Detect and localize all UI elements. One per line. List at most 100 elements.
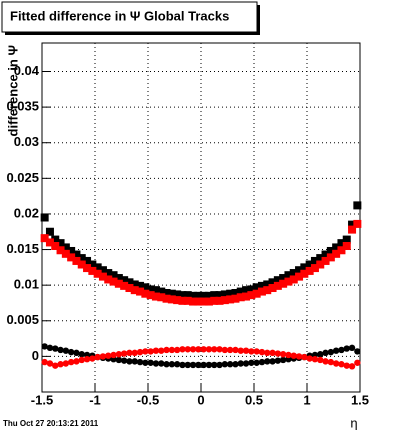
point: [343, 362, 350, 369]
point: [72, 250, 81, 259]
point: [327, 348, 335, 356]
point: [179, 346, 186, 353]
x-tick-label: -1: [89, 392, 101, 407]
point: [40, 234, 49, 243]
point: [93, 263, 102, 272]
point: [56, 239, 65, 248]
point: [322, 349, 329, 357]
point: [326, 253, 335, 262]
point: [242, 286, 251, 295]
point: [317, 351, 324, 358]
point: [183, 291, 192, 300]
point: [232, 346, 239, 354]
point: [226, 361, 234, 368]
point: [56, 246, 65, 255]
y-axis-label: difference in Ψ: [5, 45, 20, 136]
point: [264, 358, 271, 365]
point: [45, 238, 54, 247]
point: [216, 346, 223, 353]
point: [342, 241, 351, 250]
point: [305, 266, 314, 275]
point: [115, 351, 123, 358]
y-tick-label: 0.015: [6, 241, 39, 256]
point: [199, 297, 208, 306]
point: [173, 346, 181, 354]
point: [163, 346, 170, 354]
point: [72, 256, 81, 265]
point: [109, 271, 118, 280]
point: [151, 286, 160, 295]
point: [200, 361, 207, 369]
point: [194, 291, 203, 300]
point: [199, 291, 208, 300]
point: [114, 274, 123, 283]
y-tick-label: 0.03: [14, 134, 39, 149]
point: [263, 280, 272, 289]
point: [167, 289, 176, 298]
point: [226, 289, 235, 298]
point: [242, 292, 251, 301]
point: [221, 361, 229, 368]
point: [200, 346, 207, 353]
point: [253, 348, 260, 355]
point: [45, 227, 54, 236]
point: [67, 246, 76, 255]
point: [62, 347, 70, 354]
point: [300, 263, 309, 272]
point: [73, 358, 80, 365]
point: [147, 359, 154, 366]
point: [295, 272, 304, 281]
point: [253, 359, 260, 366]
point: [300, 269, 309, 278]
point: [343, 345, 350, 352]
point: [220, 296, 229, 305]
point: [158, 347, 165, 354]
point: [195, 346, 202, 353]
point: [205, 361, 213, 369]
point: [279, 356, 287, 364]
y-tick-label: 0.01: [14, 277, 39, 292]
point: [105, 352, 112, 359]
point: [130, 280, 139, 289]
point: [242, 347, 250, 354]
point: [322, 358, 329, 365]
point: [310, 264, 319, 273]
point: [89, 355, 96, 362]
point: [321, 250, 330, 259]
point: [173, 361, 181, 368]
point: [316, 254, 325, 263]
point: [316, 260, 325, 269]
point: [317, 356, 324, 364]
point: [147, 348, 154, 355]
point: [332, 347, 340, 354]
point: [109, 277, 118, 286]
point: [338, 346, 345, 354]
point: [348, 363, 356, 370]
point: [78, 351, 85, 358]
point: [274, 350, 282, 357]
point: [52, 362, 59, 369]
point: [338, 361, 345, 368]
point: [40, 213, 49, 222]
point: [194, 297, 203, 306]
point: [211, 346, 218, 353]
point: [252, 283, 261, 292]
y-tick-label: 0.005: [6, 312, 39, 327]
point: [269, 358, 276, 365]
y-tick-label: 0: [32, 348, 39, 363]
point: [77, 254, 86, 263]
point: [152, 360, 160, 367]
point: [151, 292, 160, 301]
point: [257, 281, 266, 290]
point: [168, 361, 176, 368]
point: [284, 277, 293, 286]
point: [131, 358, 138, 365]
point: [252, 289, 261, 298]
point: [167, 295, 176, 304]
point: [264, 349, 271, 357]
point: [247, 285, 256, 294]
title-box: [1, 1, 258, 33]
point: [125, 284, 134, 293]
